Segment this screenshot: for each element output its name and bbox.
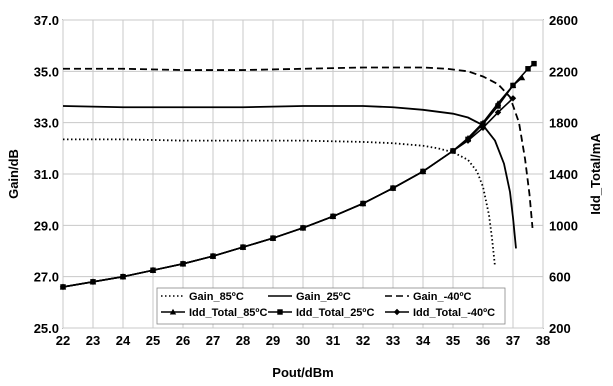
legend-marker [393, 308, 401, 316]
y-right-tick-label: 200 [549, 321, 571, 336]
x-tick-label: 26 [176, 333, 190, 348]
legend-items: Gain_85ºC Gain_25ºC Gain_-40ºC Idd_Total_85… [161, 291, 495, 319]
y-right-tick-label: 2600 [549, 13, 578, 28]
legend-item: Gain_25ºC [268, 291, 351, 303]
legend-label: Gain_-40ºC [413, 291, 471, 303]
data-point [299, 224, 307, 232]
legend-item: Idd_Total_25ºC [268, 307, 374, 319]
data-point [525, 66, 531, 72]
data-point [449, 147, 457, 155]
legend-label: Gain_85ºC [189, 291, 244, 303]
data-point [119, 273, 127, 280]
legend-marker [277, 309, 283, 315]
x-tick-label: 28 [236, 333, 250, 348]
y-axis-left-label: Gain/dB [6, 149, 21, 199]
series-layer [59, 60, 537, 291]
legend-item: Gain_-40ºC [385, 291, 471, 303]
data-point [494, 109, 502, 116]
data-point [419, 168, 427, 175]
y-left-tick-label: 37.0 [34, 13, 59, 28]
legend-label: Idd_Total_85ºC [189, 307, 267, 319]
series-2 [63, 66, 534, 228]
legend-marker [169, 308, 177, 315]
y-right-tick-label: 2200 [549, 64, 578, 79]
data-point [531, 60, 537, 67]
x-tick-label: 31 [326, 333, 340, 348]
x-tick-label: 33 [386, 333, 400, 348]
series-line [62, 105, 517, 249]
x-tick-label: 32 [356, 333, 370, 348]
data-point [209, 252, 217, 260]
data-point [239, 243, 247, 251]
y-left-tick-label: 33.0 [34, 116, 59, 131]
y-left-tick-label: 35.0 [34, 64, 59, 79]
legend-label: Idd_Total_25ºC [296, 307, 374, 319]
series-0 [63, 138, 496, 267]
y-axis-right-label: Idd_Total/mA [588, 133, 603, 215]
series-line [62, 97, 514, 288]
x-tick-label: 37 [506, 333, 520, 348]
x-tick-label: 35 [446, 333, 460, 348]
data-point [89, 278, 97, 285]
legend-item: Idd_Total_-40ºC [385, 307, 495, 319]
grid [62, 19, 544, 329]
x-tick-label: 27 [206, 333, 220, 348]
x-tick-label: 36 [476, 333, 490, 348]
series-5 [59, 95, 517, 291]
y-right-tick-label: 1000 [549, 218, 578, 233]
x-axis-label: Pout/dBm [272, 365, 333, 380]
x-tick-label: 34 [416, 333, 431, 348]
data-point [329, 213, 337, 220]
x-tick-label: 23 [86, 333, 100, 348]
y-left-tick-label: 27.0 [34, 270, 59, 285]
data-point [59, 283, 67, 291]
data-point [480, 121, 486, 127]
data-point [510, 82, 516, 89]
y-left-tick-label: 31.0 [34, 167, 59, 182]
y-left-tick-label: 29.0 [34, 218, 59, 233]
data-point [518, 74, 526, 81]
y-right-tick-label: 1400 [549, 167, 578, 182]
series-line [63, 66, 534, 228]
x-tick-label: 30 [296, 333, 310, 348]
legend-item: Gain_85ºC [161, 291, 244, 303]
series-line [63, 138, 496, 267]
x-tick-label: 24 [116, 333, 131, 348]
data-point [389, 184, 397, 192]
y-left-tick-label: 25.0 [34, 321, 59, 336]
legend: Gain_85ºC Gain_25ºC Gain_-40ºC Idd_Total_85… [156, 287, 506, 325]
legend-box [156, 287, 506, 325]
x-tick-label: 38 [536, 333, 550, 348]
x-tick-label: 25 [146, 333, 160, 348]
data-point [464, 137, 472, 144]
x-tick-label: 29 [266, 333, 280, 348]
y-right-tick-label: 1800 [549, 116, 578, 131]
data-point [149, 267, 157, 274]
data-point [359, 200, 367, 207]
data-point [269, 234, 277, 242]
data-point [479, 124, 487, 131]
x-tick-label: 22 [56, 333, 70, 348]
data-point [495, 103, 501, 109]
series-1 [62, 105, 517, 249]
data-point [179, 260, 187, 268]
legend-item: Idd_Total_85ºC [161, 307, 267, 319]
data-point [509, 95, 517, 102]
legend-label: Gain_25ºC [296, 291, 351, 303]
ticks-layer: 22 23 24 25 26 27 28 29 30 31 32 33 34 35 36 37 38 25.0 27… [34, 13, 578, 348]
y-right-tick-label: 600 [549, 270, 571, 285]
legend-label: Idd_Total_-40ºC [413, 307, 495, 319]
